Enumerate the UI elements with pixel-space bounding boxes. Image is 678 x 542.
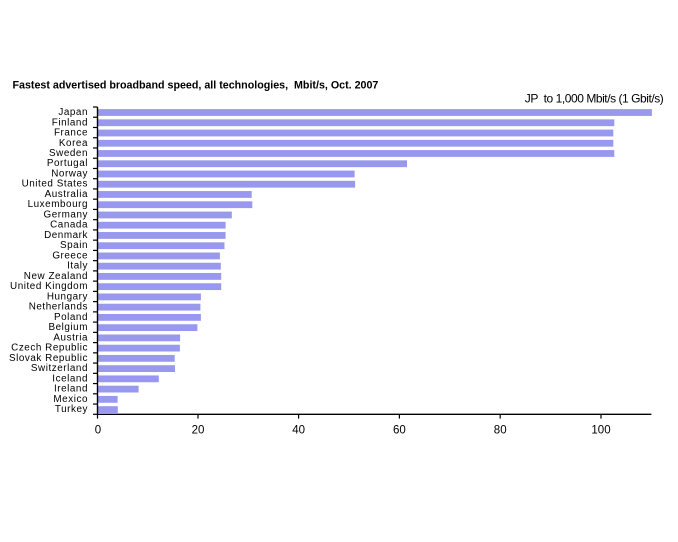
svg-text:France: France [54,128,88,139]
svg-text:Netherlands: Netherlands [29,302,88,313]
svg-text:Spain: Spain [60,240,88,251]
svg-text:Canada: Canada [50,220,88,231]
svg-text:Poland: Poland [54,312,88,323]
svg-text:Luxembourg: Luxembourg [28,199,88,210]
svg-text:Slovak Republic: Slovak Republic [9,353,88,364]
svg-text:JP to 1,000 Mbit/s (1 Gbit/s): JP to 1,000 Mbit/s (1 Gbit/s) [525,92,664,106]
svg-text:United States: United States [22,179,88,190]
svg-text:Japan: Japan [58,107,88,118]
svg-text:Portugal: Portugal [47,158,88,169]
svg-text:Italy: Italy [67,261,88,272]
svg-text:Finland: Finland [52,117,88,128]
svg-text:Ireland: Ireland [54,384,88,395]
svg-text:80: 80 [494,424,507,436]
svg-text:Switzerland: Switzerland [31,363,88,374]
svg-text:United Kingdom: United Kingdom [10,281,88,292]
svg-text:20: 20 [192,424,205,436]
svg-text:0: 0 [95,424,101,436]
svg-text:Iceland: Iceland [52,373,88,384]
svg-text:40: 40 [292,424,305,436]
svg-text:Greece: Greece [52,250,88,261]
svg-text:Korea: Korea [59,138,88,149]
svg-text:Belgium: Belgium [48,322,88,333]
svg-text:Czech Republic: Czech Republic [11,343,88,354]
svg-text:Denmark: Denmark [44,230,88,241]
svg-text:100: 100 [591,424,610,436]
svg-text:Australia: Australia [45,189,88,200]
svg-text:Sweden: Sweden [49,148,88,159]
svg-text:Norway: Norway [51,168,88,179]
svg-text:60: 60 [393,424,406,436]
svg-text:Hungary: Hungary [47,291,88,302]
svg-text:Turkey: Turkey [55,404,88,415]
svg-text:Mexico: Mexico [53,394,88,405]
svg-text:Fastest advertised broadband s: Fastest advertised broadband speed, all … [13,79,379,91]
svg-text:New Zealand: New Zealand [24,271,88,282]
svg-text:Austria: Austria [53,332,88,343]
svg-text:Germany: Germany [44,209,88,220]
